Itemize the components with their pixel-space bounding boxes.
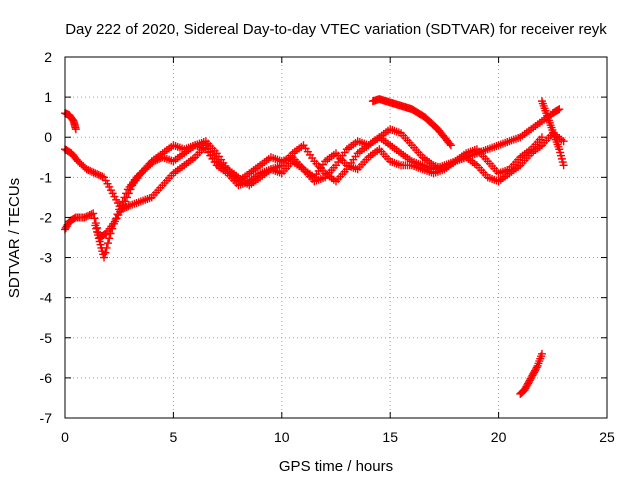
x-tick-label: 15 (382, 429, 398, 445)
data-point (87, 210, 96, 219)
data-point (111, 215, 120, 224)
data-point (71, 125, 80, 134)
data-point (118, 197, 127, 206)
data-point (90, 214, 99, 223)
series-track-d (368, 95, 455, 150)
data-point (554, 105, 563, 114)
data-point (102, 243, 111, 252)
data-point (151, 156, 160, 165)
grid-lines (65, 57, 607, 418)
y-tick-labels: 2 1 0 -1 -2 -3 -4 -5 -6 -7 (40, 49, 53, 426)
data-point (91, 169, 100, 178)
data-point (122, 189, 131, 198)
data-point (120, 193, 129, 202)
data-point (87, 167, 96, 176)
data-point (153, 155, 162, 164)
data-point (93, 170, 102, 179)
data-marks (61, 95, 568, 398)
data-point (82, 212, 91, 221)
y-tick-label: -1 (40, 169, 53, 185)
data-point (89, 209, 98, 218)
data-point (149, 157, 158, 166)
series-track-e (61, 109, 80, 134)
data-point (106, 229, 115, 238)
x-tick-label: 20 (491, 429, 507, 445)
data-point (100, 253, 109, 262)
data-point (555, 105, 564, 114)
y-axis-label: SDTVAR / TECUs (6, 178, 23, 298)
data-point (89, 168, 98, 177)
data-point (108, 224, 117, 233)
y-tick-label: 2 (44, 49, 52, 65)
plot-frame (64, 56, 608, 419)
x-tick-labels: 0 5 10 15 20 25 (61, 429, 615, 445)
data-point (115, 205, 124, 214)
x-tick-label: 10 (274, 429, 290, 445)
x-tick-label: 25 (599, 429, 615, 445)
data-point (103, 239, 112, 248)
data-point (83, 211, 92, 220)
data-point (98, 172, 107, 181)
y-tick-label: -6 (40, 370, 53, 386)
data-point (124, 202, 133, 211)
data-point (537, 349, 546, 358)
y-tick-label: 0 (44, 129, 52, 145)
data-point (85, 211, 94, 220)
x-tick-label: 0 (61, 429, 69, 445)
x-axis-label: GPS time / hours (279, 458, 393, 475)
series-track-c (91, 129, 568, 262)
data-point (94, 170, 103, 179)
data-point (105, 234, 114, 243)
data-point (532, 363, 541, 372)
data-point (445, 139, 454, 148)
y-tick-label: 1 (44, 89, 52, 105)
data-point (84, 166, 93, 175)
y-tick-label: -4 (40, 290, 53, 306)
data-point (82, 165, 91, 174)
data-point (116, 201, 125, 210)
data-point (559, 137, 568, 146)
y-tick-label: -2 (40, 209, 53, 225)
data-point (559, 161, 568, 170)
data-point (113, 210, 122, 219)
axis-ticks (64, 56, 608, 419)
data-point (86, 166, 95, 175)
data-point (101, 248, 110, 257)
series-track-g (516, 349, 546, 398)
data-point (537, 133, 546, 142)
y-tick-label: -3 (40, 250, 53, 266)
y-tick-label: -7 (40, 410, 53, 426)
data-point (80, 213, 89, 222)
data-point (96, 171, 105, 180)
y-tick-label: -5 (40, 330, 53, 346)
x-tick-label: 5 (170, 429, 178, 445)
data-point (446, 141, 455, 150)
data-point (155, 154, 164, 163)
chart-title: Day 222 of 2020, Sidereal Day-to-day VTE… (65, 21, 607, 38)
data-point (109, 219, 118, 228)
series-track-f (537, 97, 568, 170)
